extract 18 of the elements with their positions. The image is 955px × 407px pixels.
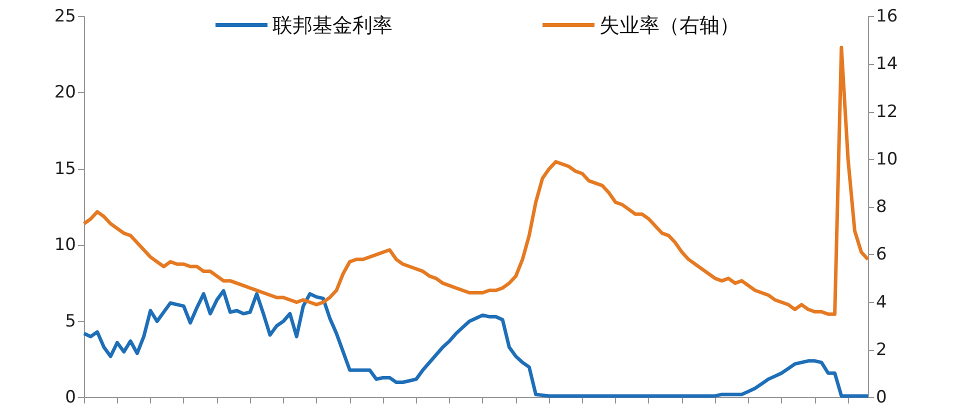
y2-tick-label: 14 <box>876 54 898 74</box>
y2-tick-label: 6 <box>876 244 887 265</box>
y-tick-label: 5 <box>65 311 76 332</box>
line-series <box>82 46 870 316</box>
y2-tick-label: 10 <box>876 149 898 170</box>
y2-tick-label: 12 <box>876 102 898 122</box>
legend-label: 失业率（右轴） <box>600 13 740 37</box>
y2-tick-label: 8 <box>876 197 887 217</box>
y-tick-label: 10 <box>54 235 76 256</box>
y2-tick-label: 16 <box>876 6 898 26</box>
legend-label: 联邦基金利率 <box>272 13 392 37</box>
y-tick-label: 15 <box>54 158 76 179</box>
y2-tick-label: 4 <box>876 292 887 312</box>
y-tick-label: 0 <box>65 388 76 407</box>
y-tick-label: 25 <box>54 6 76 26</box>
y2-tick-label: 0 <box>876 388 887 407</box>
y2-tick-label: 2 <box>876 340 887 360</box>
y-tick-label: 20 <box>54 82 76 103</box>
